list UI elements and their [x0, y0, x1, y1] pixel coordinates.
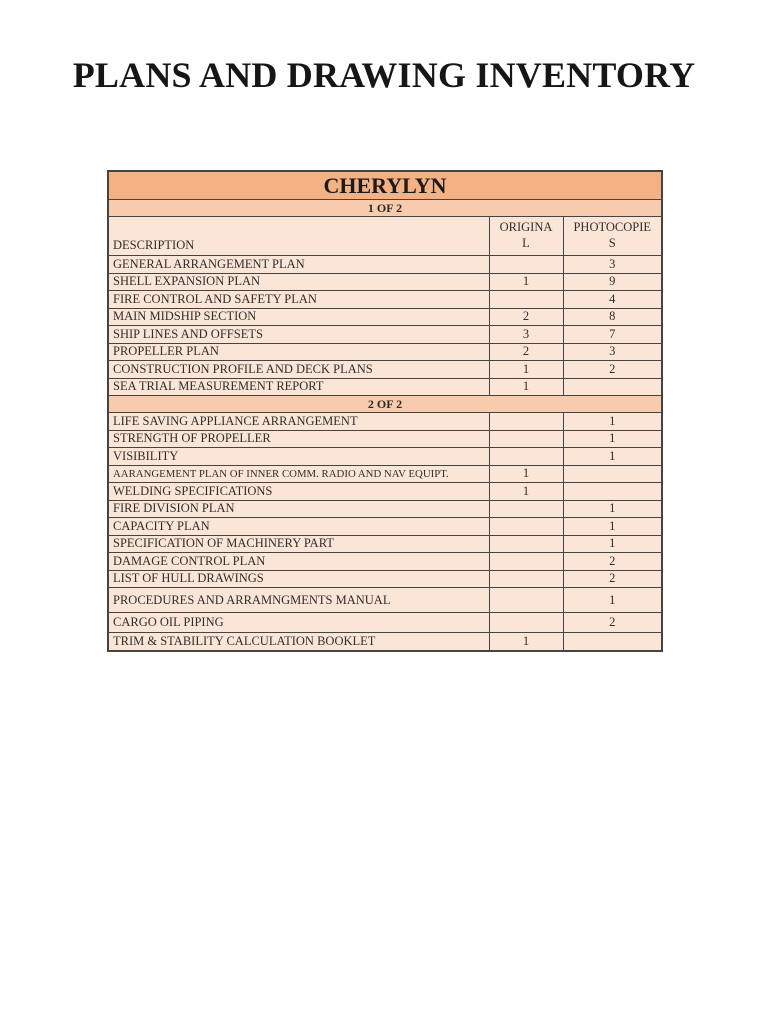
- table-row: FIRE CONTROL AND SAFETY PLAN 4: [107, 290, 663, 309]
- original-count-cell: 1: [488, 464, 564, 483]
- table-row: PROPELLER PLAN 2 3: [107, 342, 663, 361]
- description-cell: LIST OF HULL DRAWINGS: [107, 569, 490, 588]
- original-count-cell: 1: [488, 632, 564, 651]
- photocopies-count-cell: 2: [562, 569, 663, 588]
- table-row: CARGO OIL PIPING 2: [107, 612, 663, 633]
- photocopies-count-cell: [562, 632, 663, 651]
- description-cell: MAIN MIDSHIP SECTION: [107, 307, 490, 326]
- description-cell: WELDING SPECIFICATIONS: [107, 482, 490, 501]
- description-cell: LIFE SAVING APPLIANCE ARRANGEMENT: [107, 412, 490, 431]
- description-cell: STRENGTH OF PROPELLER: [107, 429, 490, 448]
- description-cell: PROCEDURES AND ARRAMNGMENTS MANUAL: [107, 587, 490, 613]
- original-count-cell: 1: [488, 482, 564, 501]
- vessel-name: CHERYLYN: [107, 170, 663, 200]
- photocopies-count-cell: 3: [562, 342, 663, 361]
- table-row: GENERAL ARRANGEMENT PLAN 3: [107, 255, 663, 274]
- column-header-row: DESCRIPTION ORIGINAL PHOTOCOPIES: [107, 216, 663, 256]
- photocopies-count-cell: 1: [562, 412, 663, 431]
- page-title: PLANS AND DRAWING INVENTORY: [72, 55, 696, 95]
- original-count-cell: [488, 290, 564, 309]
- description-cell: SHIP LINES AND OFFSETS: [107, 325, 490, 344]
- vessel-header-row: CHERYLYN: [107, 170, 663, 200]
- table-row: FIRE DIVISION PLAN 1: [107, 499, 663, 518]
- column-header-original: ORIGINAL: [488, 216, 564, 256]
- original-count-cell: 2: [488, 342, 564, 361]
- column-header-photocopies: PHOTOCOPIES: [562, 216, 663, 256]
- inventory-table: CHERYLYN 1 OF 2 DESCRIPTION ORIGINAL PHOTOC…: [107, 170, 663, 652]
- table-row: SHIP LINES AND OFFSETS 3 7: [107, 325, 663, 344]
- section-label: 1 OF 2: [107, 199, 663, 217]
- original-count-cell: 1: [488, 272, 564, 291]
- description-cell: SPECIFICATION OF MACHINERY PART: [107, 534, 490, 553]
- section-label: 2 OF 2: [107, 395, 663, 413]
- photocopies-count-cell: 1: [562, 587, 663, 613]
- photocopies-count-cell: 8: [562, 307, 663, 326]
- photocopies-count-cell: 2: [562, 612, 663, 633]
- photocopies-count-cell: [562, 482, 663, 501]
- table-row: CONSTRUCTION PROFILE AND DECK PLANS 1 2: [107, 360, 663, 379]
- photocopies-count-cell: 4: [562, 290, 663, 309]
- section-header-row: 1 OF 2: [107, 199, 663, 217]
- table-row: SPECIFICATION OF MACHINERY PART 1: [107, 534, 663, 553]
- photocopies-count-cell: [562, 377, 663, 396]
- original-count-cell: [488, 255, 564, 274]
- description-cell: GENERAL ARRANGEMENT PLAN: [107, 255, 490, 274]
- table-row: LIST OF HULL DRAWINGS 2: [107, 569, 663, 588]
- photocopies-count-cell: 2: [562, 360, 663, 379]
- table-row: DAMAGE CONTROL PLAN 2: [107, 552, 663, 571]
- original-count-cell: 3: [488, 325, 564, 344]
- photocopies-count-cell: 7: [562, 325, 663, 344]
- original-count-cell: [488, 552, 564, 571]
- original-count-cell: [488, 587, 564, 613]
- table-row: WELDING SPECIFICATIONS 1: [107, 482, 663, 501]
- inventory-tbody: CHERYLYN 1 OF 2 DESCRIPTION ORIGINAL PHOTOC…: [107, 170, 663, 651]
- description-cell: FIRE DIVISION PLAN: [107, 499, 490, 518]
- description-cell: TRIM & STABILITY CALCULATION BOOKLET: [107, 632, 490, 651]
- table-row: SEA TRIAL MEASUREMENT REPORT 1: [107, 377, 663, 396]
- description-cell: FIRE CONTROL AND SAFETY PLAN: [107, 290, 490, 309]
- original-count-cell: 2: [488, 307, 564, 326]
- description-cell: SEA TRIAL MEASUREMENT REPORT: [107, 377, 490, 396]
- photocopies-count-cell: 1: [562, 429, 663, 448]
- original-count-cell: [488, 499, 564, 518]
- description-cell: AARANGEMENT PLAN OF INNER COMM. RADIO AN…: [107, 464, 490, 483]
- table-row: STRENGTH OF PROPELLER 1: [107, 429, 663, 448]
- description-cell: DAMAGE CONTROL PLAN: [107, 552, 490, 571]
- original-count-cell: [488, 534, 564, 553]
- description-cell: CARGO OIL PIPING: [107, 612, 490, 633]
- description-cell: PROPELLER PLAN: [107, 342, 490, 361]
- description-cell: CONSTRUCTION PROFILE AND DECK PLANS: [107, 360, 490, 379]
- original-count-cell: [488, 412, 564, 431]
- table-row: CAPACITY PLAN 1: [107, 517, 663, 536]
- photocopies-count-cell: 9: [562, 272, 663, 291]
- table-row: MAIN MIDSHIP SECTION 2 8: [107, 307, 663, 326]
- table-row: TRIM & STABILITY CALCULATION BOOKLET 1: [107, 632, 663, 651]
- table-row: VISIBILITY 1: [107, 447, 663, 466]
- original-count-cell: [488, 569, 564, 588]
- table-row: AARANGEMENT PLAN OF INNER COMM. RADIO AN…: [107, 464, 663, 483]
- table-row: LIFE SAVING APPLIANCE ARRANGEMENT 1: [107, 412, 663, 431]
- original-count-cell: [488, 517, 564, 536]
- section-header-row: 2 OF 2: [107, 395, 663, 413]
- photocopies-count-cell: 1: [562, 517, 663, 536]
- photocopies-count-cell: [562, 464, 663, 483]
- original-count-cell: [488, 429, 564, 448]
- description-cell: SHELL EXPANSION PLAN: [107, 272, 490, 291]
- original-count-cell: 1: [488, 360, 564, 379]
- photocopies-count-cell: 1: [562, 499, 663, 518]
- original-count-cell: 1: [488, 377, 564, 396]
- photocopies-count-cell: 2: [562, 552, 663, 571]
- column-header-description: DESCRIPTION: [107, 216, 490, 256]
- original-count-cell: [488, 612, 564, 633]
- table-row: PROCEDURES AND ARRAMNGMENTS MANUAL 1: [107, 587, 663, 613]
- photocopies-count-cell: 3: [562, 255, 663, 274]
- photocopies-count-cell: 1: [562, 447, 663, 466]
- photocopies-count-cell: 1: [562, 534, 663, 553]
- original-count-cell: [488, 447, 564, 466]
- table-row: SHELL EXPANSION PLAN 1 9: [107, 272, 663, 291]
- description-cell: VISIBILITY: [107, 447, 490, 466]
- description-cell: CAPACITY PLAN: [107, 517, 490, 536]
